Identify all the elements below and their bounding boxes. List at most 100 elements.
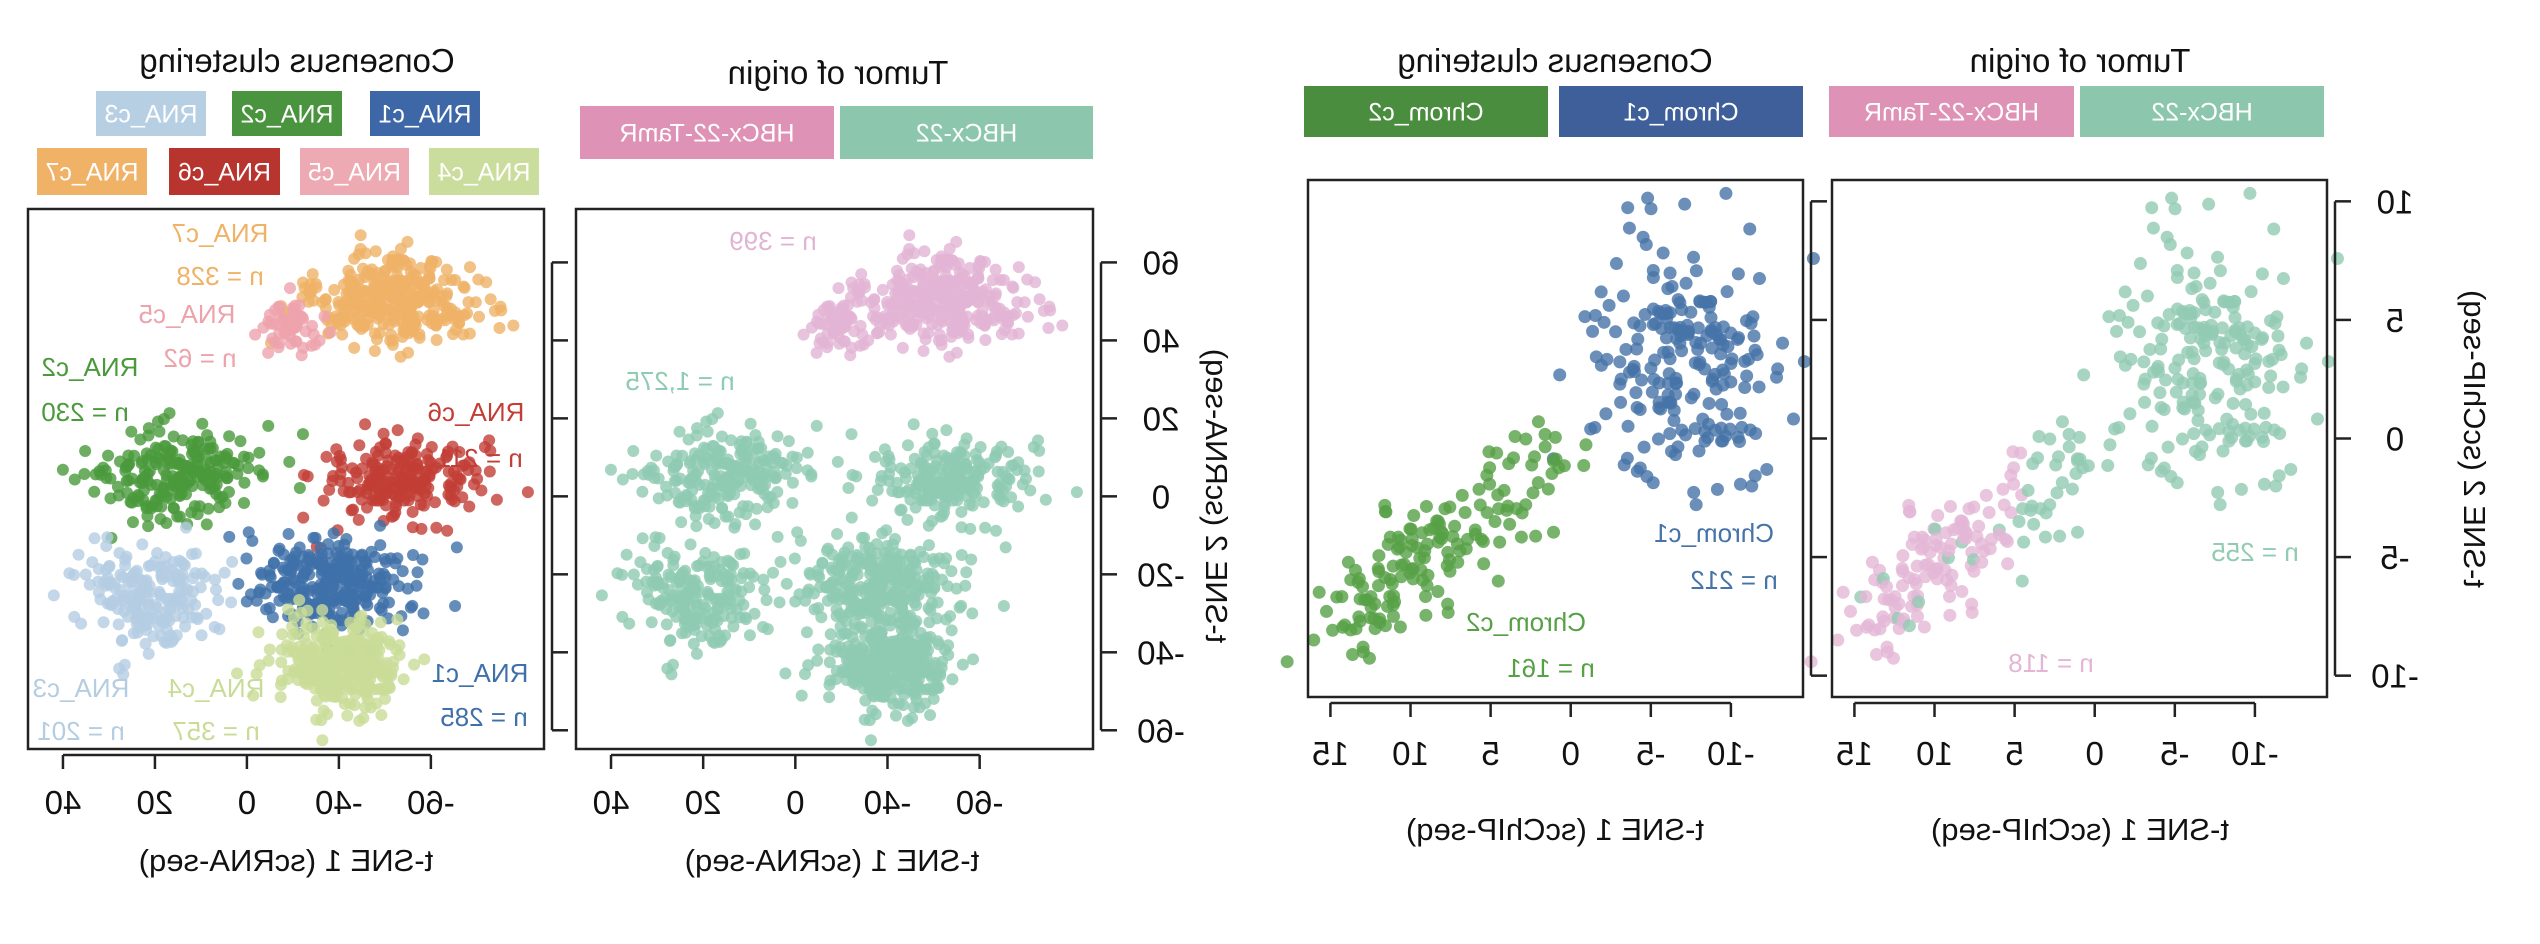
- point-tumor: [2211, 250, 2225, 264]
- point-tumor: [766, 566, 779, 579]
- point-rna-c6: [418, 487, 431, 500]
- point-rna-c4: [359, 685, 372, 698]
- point-rna-c7: [386, 286, 399, 299]
- point-rna-c7: [366, 306, 379, 319]
- point-rna-c7: [369, 245, 382, 258]
- point-tumor: [762, 450, 775, 463]
- point-chrom-c1: [1752, 380, 1766, 394]
- point-tumor: [824, 628, 837, 641]
- point-rna-c3: [127, 568, 140, 581]
- point-chrom-c1: [1745, 479, 1759, 493]
- point-rna-c1: [307, 531, 320, 544]
- point-chrom-c2: [1488, 515, 1502, 529]
- point-tumor: [2164, 470, 2178, 484]
- x-tick-label: 0: [786, 784, 804, 821]
- point-tumor: [2217, 294, 2231, 308]
- point-rna-c3: [160, 593, 173, 606]
- point-tumor: [715, 556, 728, 569]
- point-tumor: [2255, 267, 2269, 281]
- point-tumor: [965, 553, 978, 566]
- point-tumor: [913, 473, 926, 486]
- point-tumor: [922, 539, 935, 552]
- x-tick-label: 20: [685, 784, 722, 821]
- point-rna-c7: [395, 295, 408, 308]
- y-tick-label: 0: [1152, 478, 1170, 515]
- point-rna-c2: [213, 501, 226, 514]
- point-chrom-c1: [1621, 201, 1635, 215]
- point-chrom-c1: [1705, 341, 1719, 355]
- point-rna-c1: [411, 566, 424, 579]
- point-rna-c1: [361, 586, 374, 599]
- point-rna-c4: [363, 662, 376, 675]
- point-rna-c7: [349, 288, 362, 301]
- point-tumor: [949, 281, 962, 294]
- point-tumor: [869, 562, 882, 575]
- point-rna-c3: [121, 610, 134, 623]
- x-tick-label: 20: [137, 784, 174, 821]
- point-chrom-c2: [1436, 526, 1450, 540]
- x-tick-label: 10: [1916, 735, 1953, 772]
- point-rna-c3: [172, 598, 185, 611]
- plot-frame: [26, 207, 546, 751]
- y-tick-label: 20: [1143, 400, 1180, 437]
- point-rna-c6: [346, 462, 359, 475]
- count-rna-c2: n = 230: [41, 397, 128, 427]
- point-tumor: [715, 430, 728, 443]
- point-chrom-c1: [1613, 355, 1627, 369]
- x-tick-label: 15: [1836, 735, 1873, 772]
- point-chrom-c1: [1647, 372, 1661, 386]
- point-tumor: [2321, 355, 2335, 369]
- point-chrom-c2: [1378, 619, 1392, 633]
- point-tumor: [1903, 505, 1917, 519]
- point-tumor: [761, 491, 774, 504]
- point-chrom-c2: [1455, 488, 1469, 502]
- point-tumor: [855, 268, 868, 281]
- point-rna-c3: [97, 616, 110, 629]
- point-rna-c4: [397, 673, 410, 686]
- point-tumor: [1032, 434, 1045, 447]
- point-chrom-c1: [1609, 325, 1623, 339]
- point-tumor: [802, 659, 815, 672]
- point-tumor: [720, 598, 733, 611]
- point-rna-c1: [353, 580, 366, 593]
- point-tumor: [864, 734, 877, 747]
- point-tumor: [708, 593, 721, 606]
- point-tumor: [882, 564, 895, 577]
- point-tumor: [889, 547, 902, 560]
- point-chrom-c2: [1472, 482, 1486, 496]
- point-tumor: [967, 487, 980, 500]
- point-rna-c7: [397, 324, 410, 337]
- point-rna-c4: [393, 648, 406, 661]
- point-chrom-c1: [1698, 434, 1712, 448]
- legend-swatch: [429, 148, 539, 195]
- point-rna-c6: [365, 473, 378, 486]
- point-rna-c7: [378, 297, 391, 310]
- point-rna-c6: [372, 461, 385, 474]
- point-tumor: [822, 310, 835, 323]
- point-chrom-c2: [1372, 549, 1386, 563]
- point-rna-c2: [204, 442, 217, 455]
- point-rna-c3: [153, 585, 166, 598]
- point-rna-c7: [334, 319, 347, 332]
- point-rna-c7: [359, 284, 372, 297]
- point-tumor: [938, 259, 951, 272]
- point-chrom-c1: [1553, 368, 1567, 382]
- panel2-ylabel: t-SNE 2 (scRNA-seq): [1199, 349, 1234, 644]
- point-tumor: [878, 690, 891, 703]
- point-rna-c7: [409, 269, 422, 282]
- point-chrom-c1: [1589, 350, 1603, 364]
- point-rna-c1: [361, 599, 374, 612]
- point-tumor: [823, 691, 836, 704]
- point-tumor: [710, 453, 723, 466]
- point-rna-c1: [282, 579, 295, 592]
- point-rna-c4: [338, 644, 351, 657]
- legend-item: RNA_c5: [300, 148, 409, 195]
- panel2-title: Tumor of origin: [728, 54, 949, 91]
- point-tumor: [2101, 458, 2115, 472]
- point-tumor: [2081, 459, 2095, 473]
- point-chrom-c1: [1663, 427, 1677, 441]
- point-tumor: [2071, 525, 2085, 539]
- point-tumor: [968, 466, 981, 479]
- point-rna-c4: [324, 646, 337, 659]
- point-rna-c2: [142, 520, 155, 533]
